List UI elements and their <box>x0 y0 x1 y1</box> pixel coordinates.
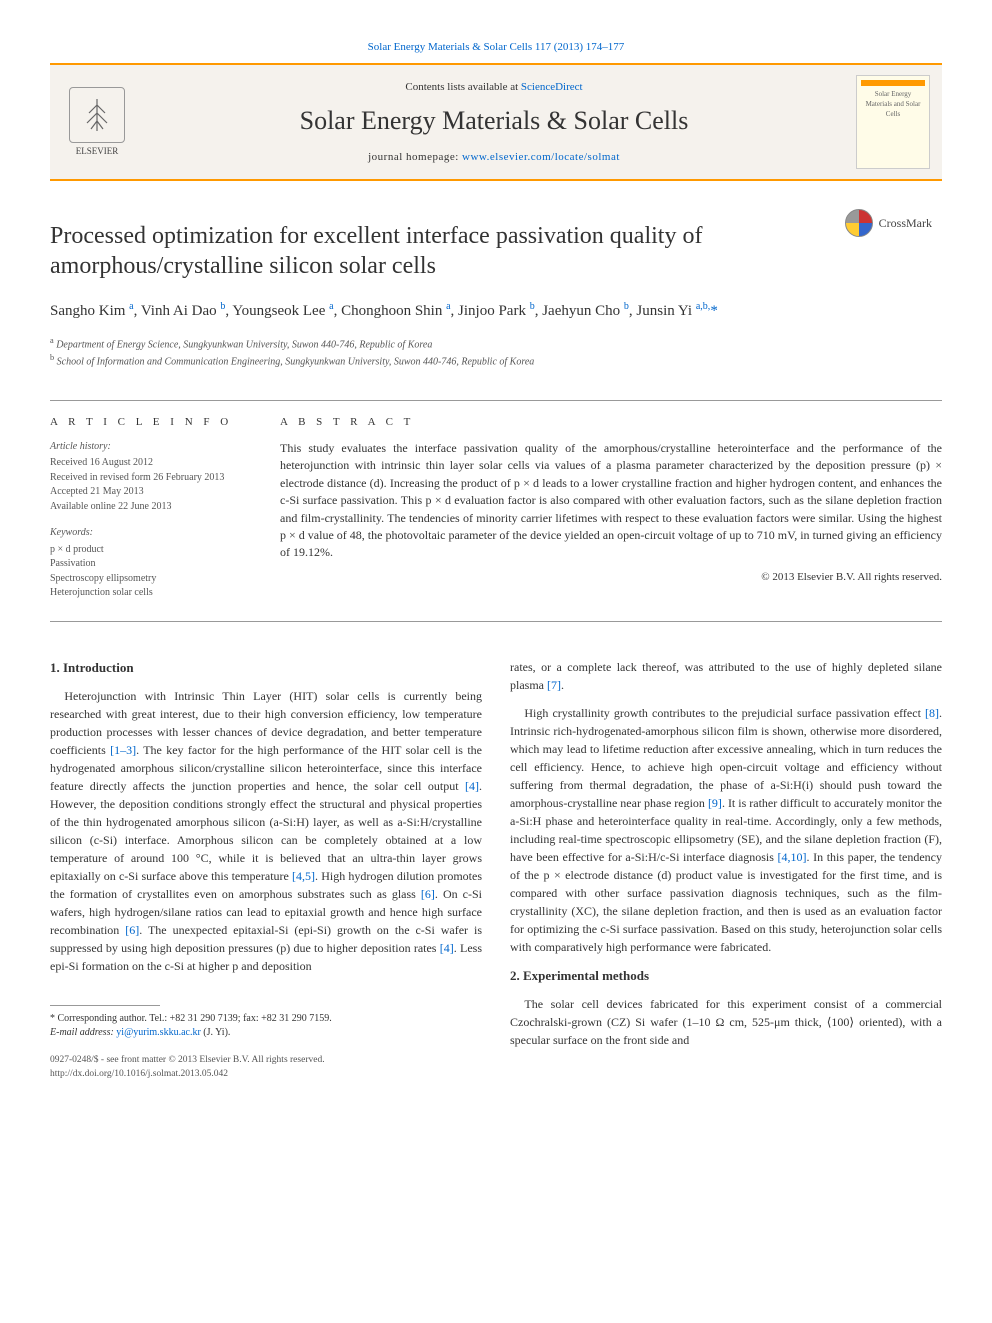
footnote-rule <box>50 1005 160 1006</box>
abstract-text: This study evaluates the interface passi… <box>280 440 942 562</box>
keyword: p × d product <box>50 543 250 558</box>
footnotes: * Corresponding author. Tel.: +82 31 290… <box>50 1012 482 1040</box>
date-online: Available online 22 June 2013 <box>50 500 250 515</box>
journal-cover-thumbnail: Solar Energy Materials and Solar Cells <box>856 75 930 169</box>
abstract-copyright: © 2013 Elsevier B.V. All rights reserved… <box>280 570 942 585</box>
journal-header: ELSEVIER Contents lists available at Sci… <box>50 63 942 181</box>
cover-accent-band <box>861 80 925 86</box>
article-title: Processed optimization for excellent int… <box>50 221 770 281</box>
running-header-link[interactable]: Solar Energy Materials & Solar Cells 117… <box>368 41 625 53</box>
homepage-line: journal homepage: www.elsevier.com/locat… <box>148 150 840 165</box>
crossmark-icon <box>845 209 873 237</box>
contents-line: Contents lists available at ScienceDirec… <box>148 80 840 95</box>
body-paragraph: High crystallinity growth contributes to… <box>510 704 942 956</box>
running-header: Solar Energy Materials & Solar Cells 117… <box>50 40 942 55</box>
crossmark-badge[interactable]: CrossMark <box>845 209 932 237</box>
article-info-block: A R T I C L E I N F O Article history: R… <box>50 415 250 601</box>
issn-line: 0927-0248/$ - see front matter © 2013 El… <box>50 1054 482 1067</box>
date-revised: Received in revised form 26 February 201… <box>50 471 250 486</box>
history-label: Article history: <box>50 440 250 455</box>
journal-name: Solar Energy Materials & Solar Cells <box>148 103 840 139</box>
affiliations: a Department of Energy Science, Sungkyun… <box>50 335 942 370</box>
keywords-block: Keywords: p × d product Passivation Spec… <box>50 526 250 601</box>
section-heading-experimental: 2. Experimental methods <box>510 966 942 986</box>
abstract-block: A B S T R A C T This study evaluates the… <box>280 415 942 601</box>
date-accepted: Accepted 21 May 2013 <box>50 485 250 500</box>
section-heading-intro: 1. Introduction <box>50 658 482 678</box>
sciencedirect-link[interactable]: ScienceDirect <box>521 81 583 93</box>
issn-doi-block: 0927-0248/$ - see front matter © 2013 El… <box>50 1054 482 1081</box>
publisher-logo: ELSEVIER <box>62 82 132 162</box>
abstract-heading: A B S T R A C T <box>280 415 942 430</box>
homepage-link[interactable]: www.elsevier.com/locate/solmat <box>462 151 620 163</box>
author-email-link[interactable]: yi@yurim.skku.ac.kr <box>116 1027 200 1038</box>
article-meta-row: A R T I C L E I N F O Article history: R… <box>50 400 942 622</box>
keywords-label: Keywords: <box>50 526 250 541</box>
body-paragraph: The solar cell devices fabricated for th… <box>510 995 942 1049</box>
body-paragraph: Heterojunction with Intrinsic Thin Layer… <box>50 687 482 975</box>
body-paragraph: rates, or a complete lack thereof, was a… <box>510 658 942 694</box>
keyword: Heterojunction solar cells <box>50 586 250 601</box>
corresponding-note: * Corresponding author. Tel.: +82 31 290… <box>50 1012 482 1026</box>
header-center: Contents lists available at ScienceDirec… <box>148 80 840 165</box>
author-list: Sangho Kim a, Vinh Ai Dao b, Youngseok L… <box>50 299 942 323</box>
keyword: Passivation <box>50 557 250 572</box>
crossmark-label: CrossMark <box>879 215 932 232</box>
keyword: Spectroscopy ellipsometry <box>50 572 250 587</box>
publisher-name: ELSEVIER <box>76 145 119 158</box>
body-columns: 1. Introduction Heterojunction with Intr… <box>50 658 942 1081</box>
article-info-heading: A R T I C L E I N F O <box>50 415 250 430</box>
doi-line: http://dx.doi.org/10.1016/j.solmat.2013.… <box>50 1068 482 1081</box>
date-received: Received 16 August 2012 <box>50 456 250 471</box>
email-line: E-mail address: yi@yurim.skku.ac.kr (J. … <box>50 1026 482 1040</box>
elsevier-tree-icon <box>69 87 125 143</box>
